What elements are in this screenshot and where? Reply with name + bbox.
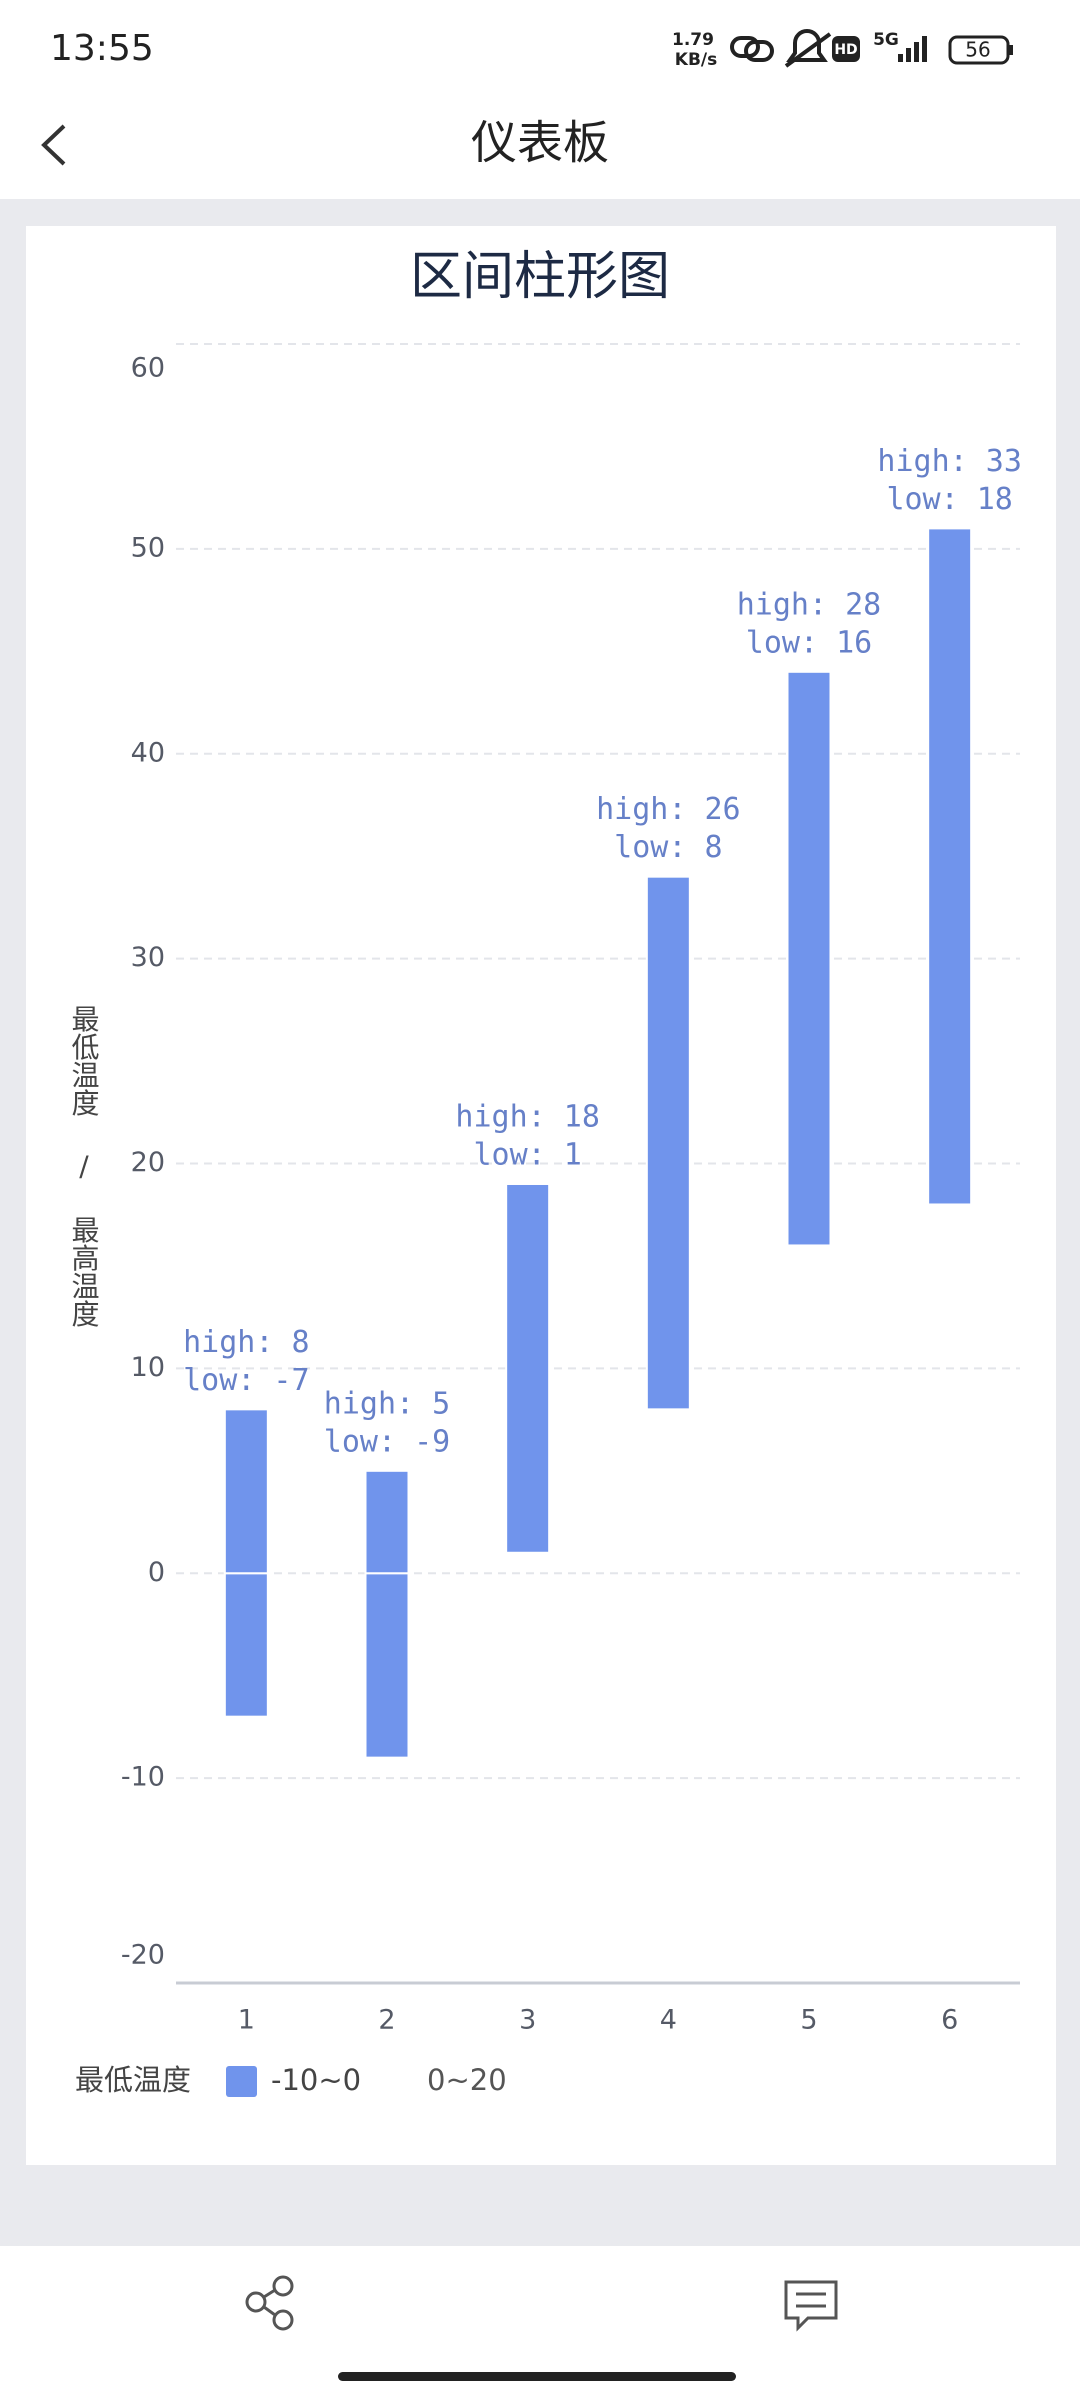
data-label-low: low: 1 bbox=[473, 1137, 581, 1172]
x-tick-label: 6 bbox=[941, 2005, 958, 2036]
data-label-low: low: -7 bbox=[183, 1363, 309, 1398]
mute-icon bbox=[784, 29, 832, 68]
net-speed: 1.79 bbox=[672, 30, 714, 50]
bar-segment bbox=[645, 875, 691, 1411]
x-tick-label: 1 bbox=[238, 2005, 255, 2036]
data-label-high: high: 8 bbox=[183, 1325, 309, 1360]
bar-segment bbox=[364, 1572, 410, 1759]
data-label-high: high: 33 bbox=[877, 444, 1022, 479]
back-button[interactable] bbox=[41, 124, 66, 166]
bar-segment bbox=[506, 1553, 549, 1573]
y-tick-label: -20 bbox=[121, 1940, 165, 1971]
data-label-low: low: 18 bbox=[886, 482, 1012, 517]
battery-level: 56 bbox=[965, 38, 990, 62]
chart-title: 区间柱形图 bbox=[410, 247, 670, 307]
y-axis-label: 最低温度 / 最高温度 bbox=[68, 1005, 101, 1328]
battery-tip bbox=[1009, 45, 1013, 55]
battery-icon bbox=[948, 35, 1010, 65]
data-label-high: high: 28 bbox=[737, 587, 882, 622]
x-tick-label: 5 bbox=[800, 2005, 817, 2036]
bar-segment bbox=[786, 670, 832, 1247]
signal-icon bbox=[898, 36, 927, 62]
bar-segment bbox=[505, 1182, 551, 1554]
hd-badge bbox=[832, 36, 860, 62]
data-label-high: high: 26 bbox=[596, 792, 741, 827]
bar-segment bbox=[364, 1469, 410, 1575]
data-label-low: low: 8 bbox=[614, 830, 722, 865]
y-tick-label: -10 bbox=[121, 1762, 165, 1793]
legend-swatch bbox=[226, 2066, 257, 2097]
y-tick-label: 10 bbox=[131, 1352, 165, 1383]
net-speed-unit: KB/s bbox=[675, 50, 717, 70]
y-tick-label: 40 bbox=[131, 737, 165, 768]
y-tick-label: 60 bbox=[131, 353, 165, 384]
legend-item[interactable]: 0~20 bbox=[427, 2063, 507, 2097]
x-tick-label: 2 bbox=[378, 2005, 395, 2036]
bar-segment bbox=[788, 1245, 831, 1573]
data-label-high: high: 5 bbox=[324, 1386, 450, 1421]
bar-segment bbox=[927, 527, 973, 1206]
page-title: 仪表板 bbox=[471, 116, 609, 170]
share-button[interactable] bbox=[245, 2275, 294, 2331]
data-label-low: low: -9 bbox=[324, 1424, 450, 1459]
y-tick-label: 50 bbox=[131, 532, 165, 563]
bar-segment bbox=[223, 1408, 269, 1575]
x-tick-label: 3 bbox=[519, 2005, 536, 2036]
y-tick-label: 30 bbox=[131, 942, 165, 973]
network-type: 5G bbox=[873, 30, 899, 50]
bar-segment bbox=[223, 1572, 269, 1718]
home-indicator bbox=[338, 2372, 736, 2381]
hd-text: HD bbox=[834, 42, 857, 58]
comment-button[interactable] bbox=[784, 2280, 838, 2332]
bar-segment bbox=[928, 1204, 971, 1573]
top-area bbox=[0, 0, 1080, 199]
y-tick-label: 20 bbox=[131, 1147, 165, 1178]
data-label-low: low: 16 bbox=[746, 625, 872, 660]
legend-item[interactable]: -10~0 bbox=[271, 2063, 361, 2097]
bar-segment bbox=[647, 1409, 690, 1573]
x-tick-label: 4 bbox=[660, 2005, 677, 2036]
status-time: 13:55 bbox=[50, 28, 154, 69]
y-tick-label: 0 bbox=[148, 1557, 165, 1588]
data-label-high: high: 18 bbox=[455, 1099, 600, 1134]
legend-title: 最低温度 bbox=[75, 2063, 191, 2097]
link-icon bbox=[730, 36, 774, 62]
